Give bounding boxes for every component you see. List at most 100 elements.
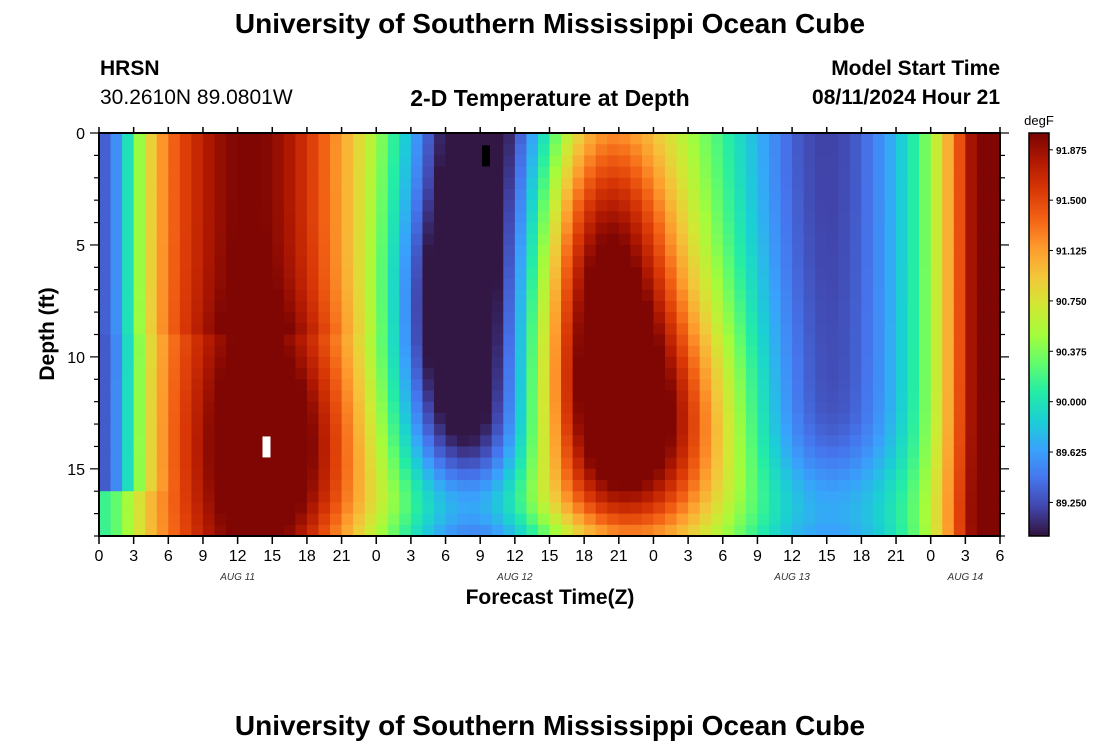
heatmap-cell [872, 256, 886, 268]
heatmap-cell [584, 435, 597, 448]
heatmap-cell [665, 424, 678, 436]
heatmap-cell [607, 412, 620, 425]
heatmap-cell [757, 345, 770, 358]
heatmap-cell [653, 244, 666, 257]
x-tick-label: 15 [541, 548, 559, 565]
heatmap-cell [907, 412, 920, 425]
heatmap-cell [99, 144, 112, 156]
heatmap-cell [433, 502, 447, 515]
heatmap-cell [826, 412, 839, 425]
heatmap-cell [734, 468, 747, 481]
heatmap-cell [260, 155, 273, 168]
heatmap-cell [514, 334, 527, 347]
heatmap-cell [387, 435, 400, 448]
heatmap-cell [953, 468, 966, 481]
heatmap-cell [653, 177, 666, 190]
heatmap-cell [919, 345, 932, 358]
heatmap-cell [422, 278, 435, 291]
heatmap-cell [237, 244, 250, 257]
heatmap-cell [780, 166, 793, 179]
heatmap-cell [156, 312, 169, 324]
heatmap-cell [838, 480, 851, 492]
heatmap-cell [353, 401, 366, 414]
heatmap-cell [457, 244, 470, 257]
heatmap-cell [561, 244, 574, 257]
heatmap-cell [295, 323, 308, 336]
heatmap-cell [653, 300, 666, 313]
heatmap-cell [595, 278, 608, 291]
heatmap-cell [711, 188, 724, 201]
heatmap-cell [549, 133, 562, 145]
colorbar-tick-label: 90.750 [1056, 297, 1087, 308]
heatmap-cell [607, 222, 620, 235]
heatmap-cell [722, 244, 735, 257]
heatmap-cell [734, 222, 747, 235]
heatmap-cell [387, 446, 400, 459]
heatmap-cell [930, 513, 943, 526]
heatmap-cell [214, 211, 227, 224]
heatmap-cell [930, 480, 943, 492]
heatmap-cell [688, 222, 701, 235]
heatmap-cell [572, 401, 585, 414]
heatmap-cell [99, 457, 112, 470]
heatmap-cell [722, 267, 735, 280]
heatmap-cell [861, 491, 874, 504]
heatmap-cell [607, 424, 620, 436]
heatmap-cell [399, 200, 412, 212]
heatmap-cell [745, 379, 759, 392]
heatmap-cell [549, 289, 562, 302]
heatmap-cell [826, 200, 839, 212]
heatmap-cell [549, 401, 562, 414]
heatmap-cell [722, 468, 735, 481]
heatmap-cell [745, 267, 759, 280]
heatmap-cell [965, 300, 978, 313]
heatmap-cell [410, 356, 424, 369]
heatmap-cell [768, 200, 782, 212]
heatmap-cell [884, 480, 897, 492]
heatmap-cell [803, 177, 816, 190]
heatmap-cell [976, 256, 990, 268]
heatmap-cell [537, 278, 551, 291]
heatmap-cell [676, 480, 689, 492]
heatmap-cell [272, 502, 285, 515]
heatmap-cell [688, 334, 701, 347]
heatmap-cell [202, 390, 216, 403]
heatmap-cell [422, 312, 435, 324]
heatmap-cell [953, 233, 966, 246]
heatmap-cell [110, 267, 123, 280]
heatmap-cell [676, 233, 689, 246]
heatmap-cell [249, 200, 262, 212]
heatmap-cell [826, 345, 839, 358]
colorbar-tick-label: 89.250 [1056, 498, 1087, 509]
heatmap-cell [537, 200, 551, 212]
heatmap-cell [537, 502, 551, 515]
heatmap-cell [503, 368, 516, 380]
heatmap-cell [99, 480, 112, 492]
heatmap-cell [872, 524, 886, 537]
heatmap-cell [826, 211, 839, 224]
heatmap-cell [768, 278, 782, 291]
heatmap-cell [561, 166, 574, 179]
heatmap-cell [364, 166, 377, 179]
heatmap-cell [711, 502, 724, 515]
heatmap-cell [976, 446, 990, 459]
heatmap-cell [919, 278, 932, 291]
heatmap-cell [815, 289, 828, 302]
heatmap-cell [792, 524, 805, 537]
heatmap-cell [768, 233, 782, 246]
x-tick-label: 3 [684, 548, 693, 565]
heatmap-cell [353, 480, 366, 492]
heatmap-cell [803, 424, 816, 436]
heatmap-cell [399, 166, 412, 179]
heatmap-cell [237, 491, 250, 504]
heatmap-cell [872, 300, 886, 313]
heatmap-cell [168, 278, 181, 291]
heatmap-cell [780, 468, 793, 481]
heatmap-cell [699, 323, 712, 336]
heatmap-cell [618, 446, 631, 459]
heatmap-cell [561, 401, 574, 414]
heatmap-cell [896, 401, 909, 414]
heatmap-cell [953, 177, 966, 190]
heatmap-cell [330, 435, 343, 448]
model-start-time: 08/11/2024 Hour 21 [812, 86, 1000, 109]
